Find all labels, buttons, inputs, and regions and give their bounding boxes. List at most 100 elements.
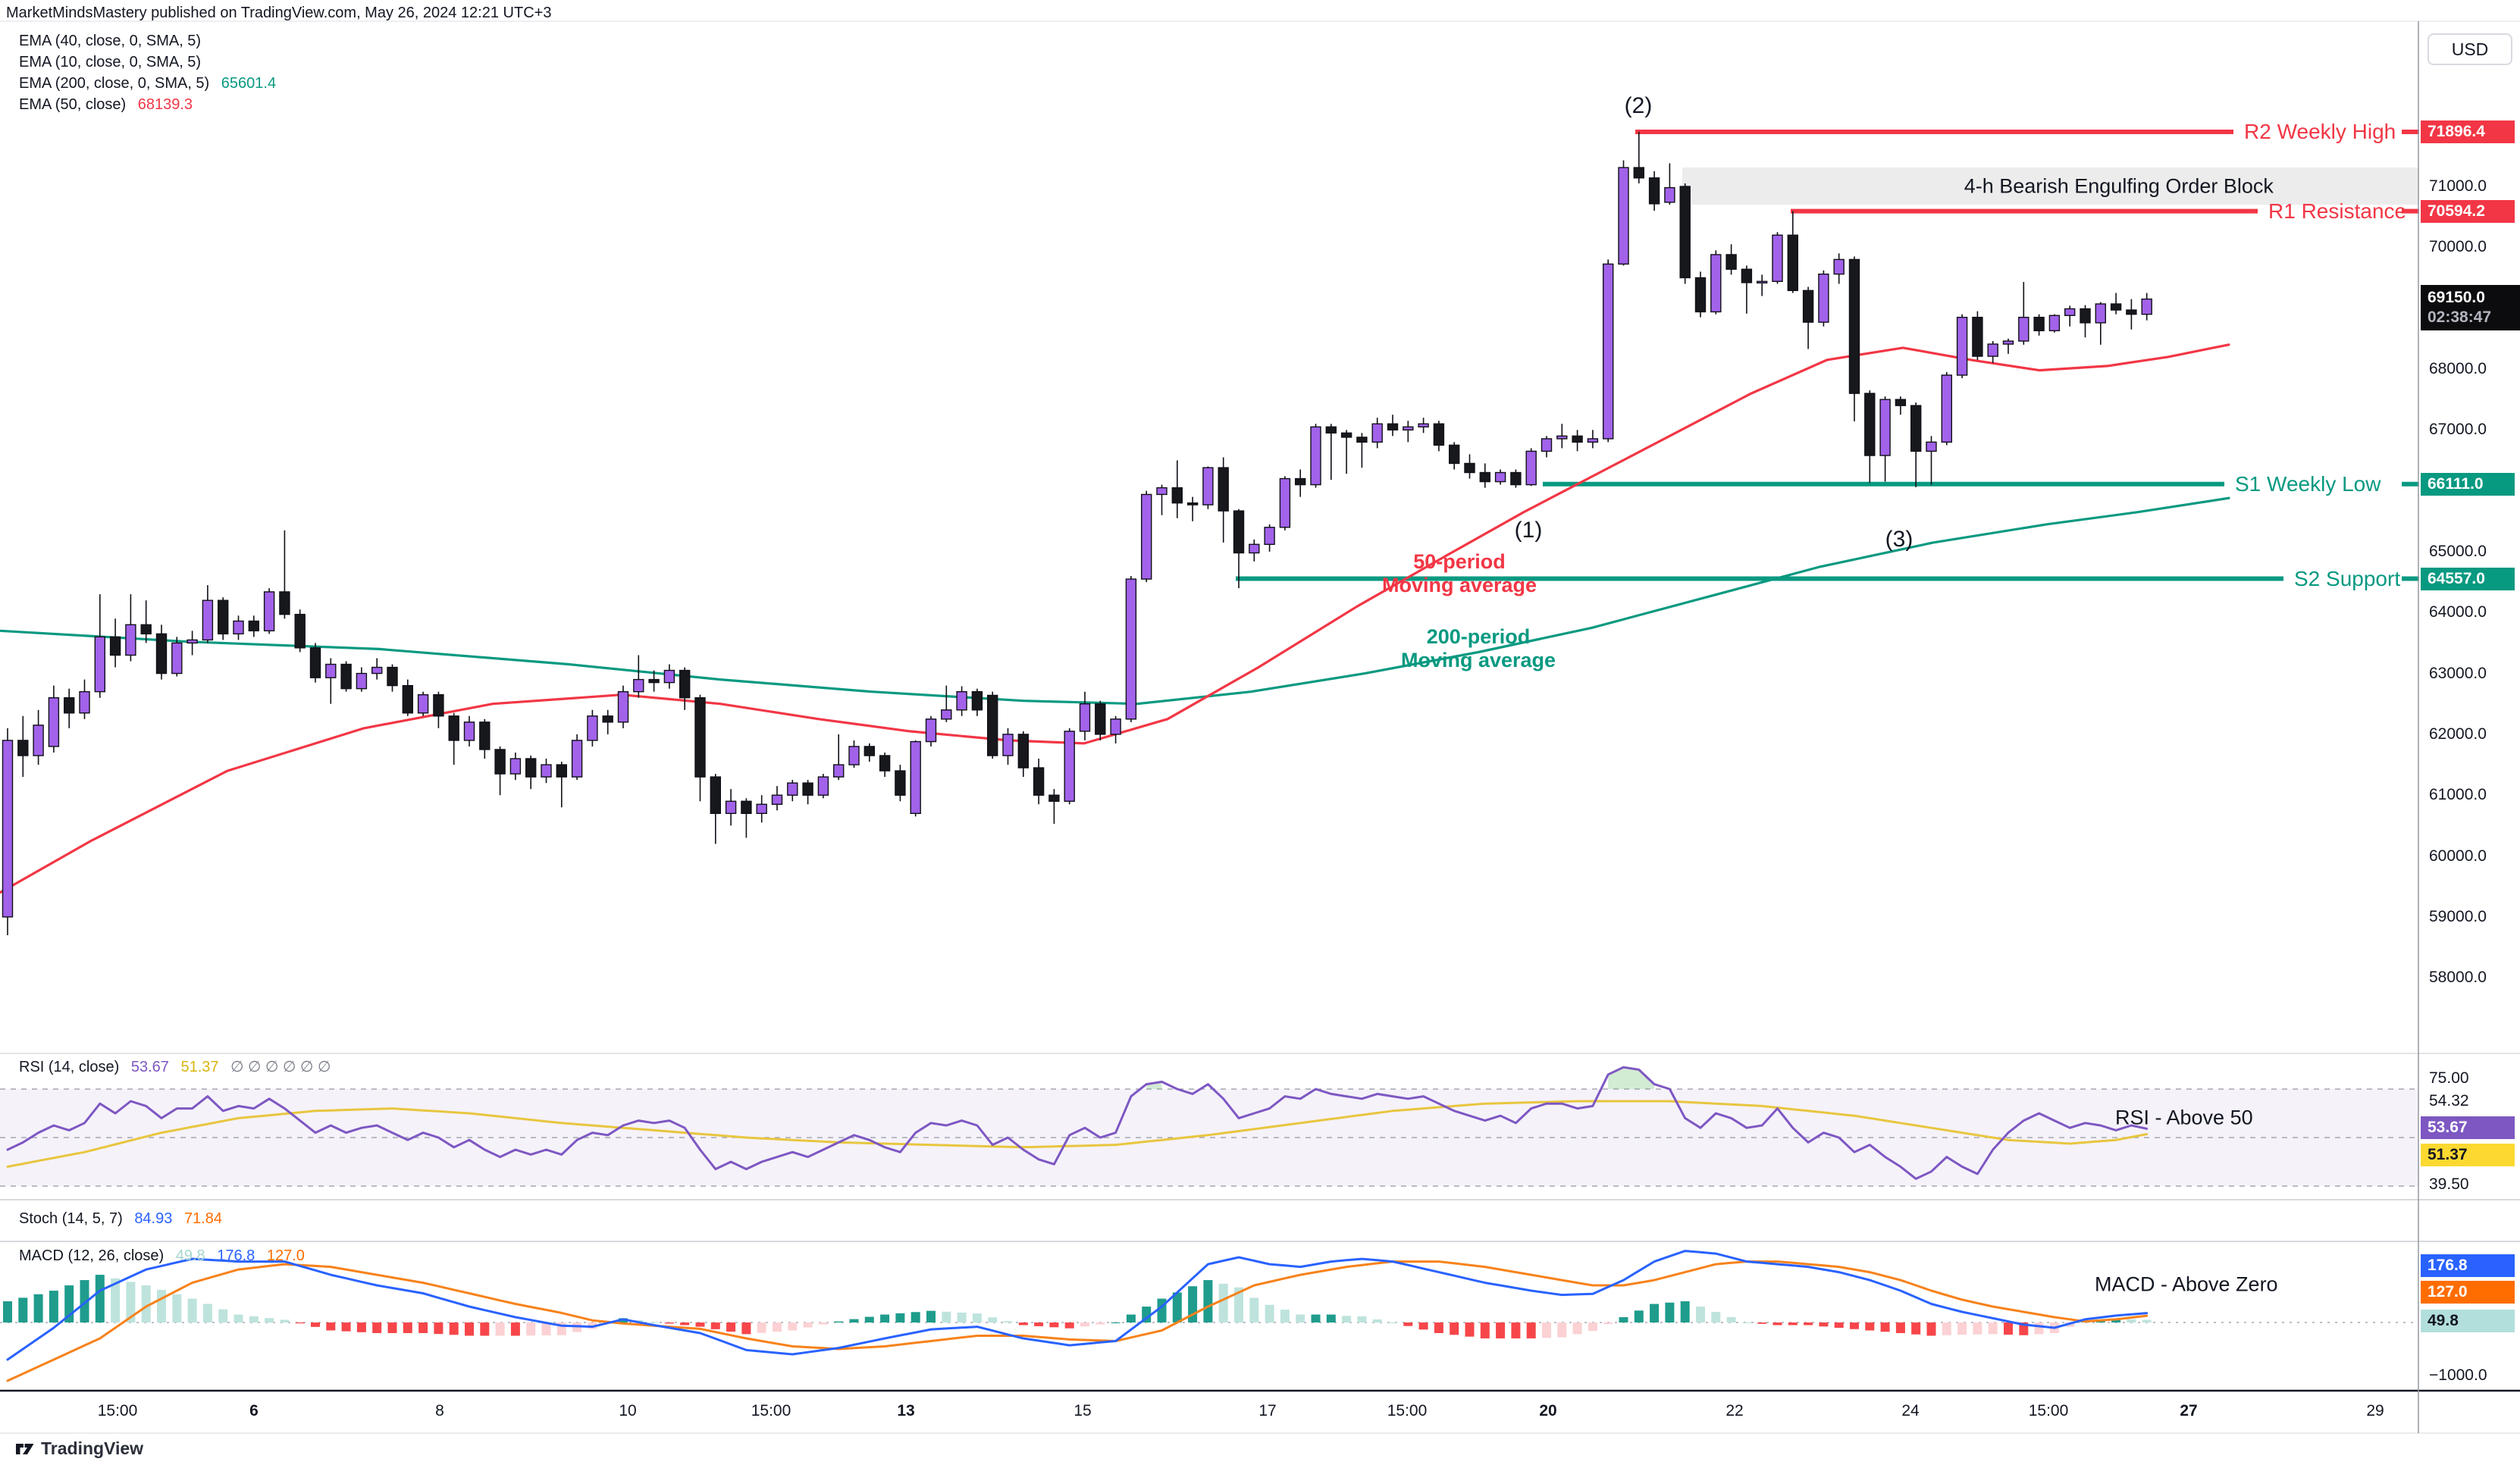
- ma-annotation-line2: Moving average: [1400, 649, 1556, 671]
- candle-body: [925, 718, 937, 743]
- time-tick[interactable]: 17: [1258, 1402, 1277, 1419]
- candle-body: [1664, 186, 1675, 203]
- legend-row-ema200[interactable]: EMA (200, close, 0, SMA, 5) 65601.4: [19, 73, 276, 94]
- price-tick[interactable]: 61000.0: [2429, 786, 2487, 804]
- time-tick[interactable]: 10: [619, 1402, 637, 1419]
- main-legend[interactable]: EMA (40, close, 0, SMA, 5) EMA (10, clos…: [19, 30, 276, 115]
- candle-body: [387, 666, 398, 687]
- macd-hist-bar: [1526, 1322, 1536, 1338]
- macd-hist-bar: [726, 1322, 736, 1332]
- price-tick[interactable]: 70000.0: [2429, 238, 2487, 256]
- price-tick[interactable]: 68000.0: [2429, 359, 2487, 377]
- macd-hist-bar: [1080, 1322, 1089, 1327]
- time-tick[interactable]: 20: [1539, 1402, 1557, 1419]
- price-tick[interactable]: 60000.0: [2429, 847, 2487, 865]
- tradingview-attribution[interactable]: TradingView: [15, 1438, 143, 1459]
- macd-hist-bar: [157, 1289, 166, 1322]
- time-tick[interactable]: 29: [2366, 1402, 2384, 1419]
- time-tick[interactable]: 27: [2180, 1402, 2198, 1419]
- price-tick[interactable]: 64000.0: [2429, 603, 2487, 621]
- time-tick[interactable]: 15:00: [751, 1402, 791, 1419]
- macd-hist-value: 49.8: [175, 1247, 205, 1264]
- macd-hist-bar: [3, 1301, 12, 1322]
- macd-legend[interactable]: MACD (12, 26, close) 49.8 176.8 127.0: [19, 1247, 305, 1265]
- time-tick[interactable]: 6: [249, 1402, 259, 1419]
- candle-body: [1556, 435, 1568, 440]
- rsi-axis-tick[interactable]: 39.50: [2429, 1175, 2469, 1193]
- time-tick[interactable]: 15:00: [2028, 1402, 2069, 1419]
- time-tick[interactable]: 13: [897, 1402, 915, 1419]
- price-tick[interactable]: 62000.0: [2429, 725, 2487, 743]
- price-tick[interactable]: 63000.0: [2429, 664, 2487, 682]
- legend-row-ema40[interactable]: EMA (40, close, 0, SMA, 5): [19, 30, 276, 52]
- candle-body: [463, 721, 475, 741]
- candle-body: [648, 678, 660, 684]
- macd-hist-bar: [1865, 1322, 1875, 1331]
- wave-marker-3: (3): [1885, 527, 1914, 552]
- candle-body: [663, 669, 675, 684]
- price-tick[interactable]: 71000.0: [2429, 177, 2487, 195]
- candle-body: [1525, 450, 1537, 486]
- price-tick[interactable]: 65000.0: [2429, 542, 2487, 560]
- candle-body: [1249, 543, 1260, 554]
- candle-body: [1633, 167, 1645, 179]
- macd-value-badge: 49.8: [2421, 1310, 2515, 1332]
- time-tick[interactable]: 8: [435, 1402, 444, 1419]
- macd-hist-bar: [1388, 1322, 1397, 1323]
- candle-body: [2064, 308, 2076, 316]
- candle-body: [48, 696, 60, 747]
- time-tick[interactable]: 15:00: [1387, 1402, 1428, 1419]
- macd-hist-bar: [1895, 1322, 1905, 1333]
- candle-body: [1125, 578, 1137, 720]
- candle-body: [371, 666, 383, 675]
- candle-body: [1064, 731, 1075, 802]
- macd-hist-bar: [126, 1282, 136, 1322]
- macd-axis-tick[interactable]: −1000.0: [2429, 1366, 2487, 1384]
- macd-hist-bar: [495, 1322, 505, 1336]
- candle-body: [263, 591, 275, 632]
- candle-body: [2095, 303, 2107, 324]
- candle-body: [218, 599, 229, 635]
- candle-body: [233, 620, 244, 635]
- candle-body: [1926, 441, 1937, 452]
- macd-hist-bar: [1403, 1322, 1413, 1326]
- legend-row-ema10[interactable]: EMA (10, close, 0, SMA, 5): [19, 52, 276, 73]
- rsi-legend[interactable]: RSI (14, close) 53.67 51.37 ∅ ∅ ∅ ∅ ∅ ∅: [19, 1057, 331, 1076]
- time-tick[interactable]: 22: [1725, 1402, 1744, 1419]
- current-price: 69150.0: [2428, 289, 2485, 306]
- macd-hist-bar: [33, 1294, 43, 1322]
- ma-annotation-line2: Moving average: [1381, 574, 1537, 596]
- price-tick[interactable]: 67000.0: [2429, 421, 2487, 439]
- stoch-k-value: 84.93: [134, 1210, 173, 1227]
- time-tick[interactable]: 24: [1901, 1402, 1920, 1419]
- macd-hist-bar: [1218, 1283, 1228, 1322]
- price-tick[interactable]: 58000.0: [2429, 969, 2487, 987]
- candle-body: [525, 758, 537, 778]
- candle-body: [1864, 393, 1876, 456]
- stoch-legend[interactable]: Stoch (14, 5, 7) 84.93 71.84: [19, 1210, 222, 1228]
- candle-body: [1202, 467, 1214, 506]
- rsi-value-badge: 53.67: [2421, 1116, 2515, 1139]
- rsi-value-badge: 51.37: [2421, 1144, 2515, 1166]
- rsi-value: 53.67: [130, 1059, 169, 1075]
- currency-button[interactable]: USD: [2428, 33, 2512, 65]
- price-tick[interactable]: 59000.0: [2429, 907, 2487, 925]
- macd-hist-bar: [1619, 1317, 1628, 1322]
- time-tick[interactable]: 15:00: [97, 1402, 138, 1419]
- wave-marker-1: (1): [1514, 518, 1543, 543]
- macd-hist-bar: [1772, 1322, 1782, 1326]
- rsi-axis-tick[interactable]: 54.32: [2429, 1092, 2469, 1110]
- candle-body: [895, 770, 906, 796]
- candle-body: [1895, 399, 1907, 406]
- macd-hist-bar: [1372, 1319, 1382, 1322]
- candle-body: [2080, 308, 2091, 324]
- macd-hist-bar: [1003, 1321, 1013, 1322]
- macd-hist-bar: [1465, 1322, 1475, 1337]
- rsi-empty-slots: ∅ ∅ ∅ ∅ ∅ ∅: [230, 1059, 331, 1075]
- rsi-legend-label: RSI (14, close): [19, 1059, 120, 1075]
- rsi-axis-tick[interactable]: 75.00: [2429, 1069, 2469, 1087]
- time-tick[interactable]: 15: [1074, 1402, 1092, 1419]
- legend-row-ema50[interactable]: EMA (50, close) 68139.3: [19, 94, 276, 115]
- macd-hist-bar: [1542, 1322, 1551, 1338]
